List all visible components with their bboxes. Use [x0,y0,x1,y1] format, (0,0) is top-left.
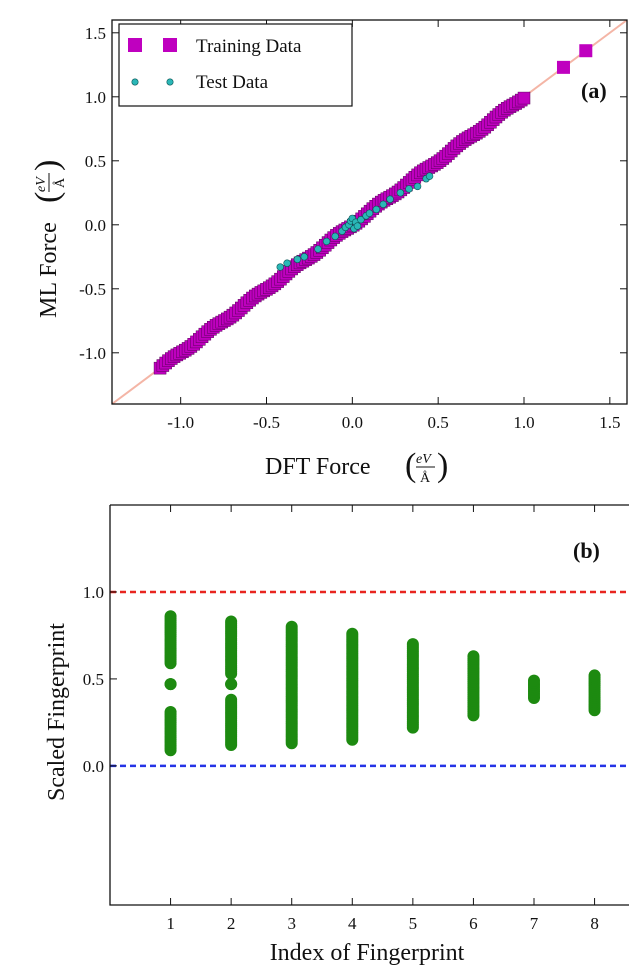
legend-test-label: Test Data [196,72,269,93]
test-point [425,172,434,180]
training-point-outlier [579,44,593,58]
y-tick-label-a: 0.5 [85,152,106,171]
legend-train-marker-1 [128,38,142,52]
x-axis-title-b: Index of Fingerprint [270,940,465,966]
x-tick-label-b: 2 [227,914,236,933]
y-ticks-b: 0.0 0.5 1.0 [83,583,117,776]
x-ticks-a: -1.0 -0.5 0.0 0.5 1.0 1.5 [167,20,620,432]
x-unit-paren-right: ) [437,447,448,484]
x-tick-label-a: 1.0 [513,413,534,432]
test-point [300,253,308,261]
test-point [413,182,422,191]
test-point [314,245,322,253]
fingerprint-point [164,610,177,623]
test-point [353,222,362,230]
plot-frame-b [109,504,629,906]
legend-box [118,23,353,107]
panel-b: 1 2 3 4 5 6 7 8 0.0 0.5 1.0 (b) Scaled Fingerprin… [44,504,629,966]
x-axis-label-a: DFT Force ( eV Å ) [265,447,448,486]
test-point [396,189,405,197]
y-axis-label-a: ML Force ( eV Å ) [29,160,68,318]
test-point [331,232,339,241]
x-tick-label-a: 0.0 [342,413,363,432]
test-point [283,259,291,267]
fingerprint-point [467,650,480,663]
y-tick-label-a: -0.5 [79,280,106,299]
panel-label-b: (b) [573,538,600,563]
test-point [372,205,381,214]
x-tick-label-a: -0.5 [253,413,280,432]
test-point [322,237,331,246]
fingerprint-point [528,674,540,687]
fingerprint-point [588,669,601,682]
x-tick-label-a: 1.5 [599,413,620,432]
panel-label-a: (a) [581,78,607,103]
y-tick-label-b: 0.5 [83,670,104,689]
fingerprint-point [346,627,359,640]
y-tick-label-a: 1.5 [85,24,106,43]
y-tick-label-b: 0.0 [83,757,104,776]
legend: Training Data Test Data [118,23,353,107]
x-tick-label-b: 3 [287,914,296,933]
test-point [293,255,302,264]
panel-a: -1.0 -0.5 0.0 0.5 1.0 1.5 -1.0 -0.5 0.0 0.5 1.0 1.… [29,19,628,486]
legend-test-marker-2 [166,78,174,86]
x-tick-label-b: 1 [166,914,175,933]
x-unit-denominator: Å [420,470,431,486]
x-tick-label-a: 0.5 [428,413,449,432]
legend-train-marker-2 [163,38,177,52]
y-tick-label-b: 1.0 [83,583,104,602]
y-unit-denominator: Å [52,177,68,188]
x-tick-label-b: 6 [469,914,478,933]
test-point [405,185,413,193]
y-unit-numerator: eV [34,176,49,192]
plot-frame-a [111,19,628,405]
x-tick-label-b: 4 [348,914,357,933]
fingerprint-point [225,693,238,706]
y-axis-title-a: ML Force [36,222,62,318]
x-tick-label-b: 5 [409,914,418,933]
y-tick-label-a: -1.0 [79,344,106,363]
fingerprint-markers [164,610,601,757]
fingerprint-point [285,620,298,633]
fingerprint-point [164,705,177,718]
fingerprint-point [406,638,419,651]
test-point [276,263,284,271]
y-unit-paren-left: ( [29,192,66,203]
y-unit-paren-right: ) [29,160,66,171]
test-point [379,200,387,209]
x-tick-label-b: 8 [590,914,599,933]
test-point [357,215,365,224]
training-point-outlier [556,60,570,74]
x-ticks-b: 1 2 3 4 5 6 7 8 [166,505,599,933]
x-unit-paren-left: ( [405,447,416,484]
training-data-markers [153,44,593,375]
test-data-markers [276,172,434,271]
reference-lines-b [110,590,629,768]
legend-test-marker-1 [131,78,139,86]
test-point [386,195,394,203]
x-tick-label-a: -1.0 [167,413,194,432]
y-tick-label-a: 1.0 [85,88,106,107]
y-axis-title-b: Scaled Fingerprint [44,623,70,801]
fingerprint-point [164,678,177,691]
x-axis-title-a: DFT Force [265,454,371,480]
y-ticks-a: -1.0 -0.5 0.0 0.5 1.0 1.5 [79,24,627,363]
fingerprint-point [225,678,238,691]
y-tick-label-a: 0.0 [85,216,106,235]
fingerprint-point [225,615,238,628]
x-tick-label-b: 7 [530,914,539,933]
test-point [365,209,374,217]
training-point [517,91,531,105]
legend-training-label: Training Data [196,36,302,57]
x-unit-numerator: eV [416,452,432,467]
